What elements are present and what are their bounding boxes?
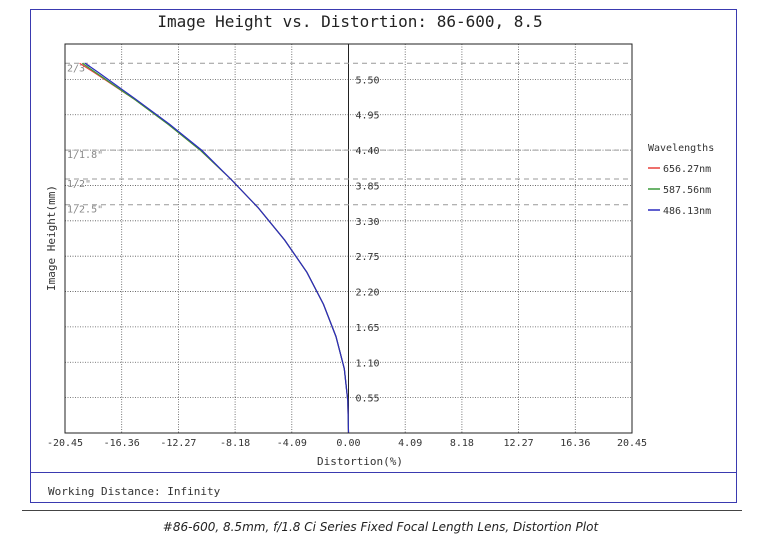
y-axis-label: Image Height(mm) <box>45 185 58 291</box>
x-tick-label: 20.45 <box>617 438 647 449</box>
y-tick-label: 3.30 <box>356 217 380 228</box>
legend-label: 486.13nm <box>663 206 711 217</box>
sensor-size-label: 1/2" <box>67 179 91 190</box>
working-distance: Working Distance: Infinity <box>48 485 221 498</box>
series-line-486.13nm <box>84 62 350 434</box>
legend-label: 587.56nm <box>663 185 711 196</box>
y-tick-label: 2.75 <box>356 252 380 263</box>
y-tick-label: 3.85 <box>356 181 380 192</box>
x-tick-label: -12.27 <box>160 438 196 449</box>
y-tick-label: 1.10 <box>356 358 380 369</box>
chart-frame <box>30 9 737 503</box>
y-tick-label: 2.20 <box>356 288 380 299</box>
plot-area <box>64 43 633 434</box>
x-tick-label: -4.09 <box>277 438 307 449</box>
sensor-size-label: 1/1.8" <box>67 150 103 161</box>
legend-label: 656.27nm <box>663 164 711 175</box>
y-tick-label: 4.95 <box>356 111 380 122</box>
frame-divider <box>30 472 737 473</box>
x-tick-label: 16.36 <box>560 438 590 449</box>
figure-caption: #86-600, 8.5mm, f/1.8 Ci Series Fixed Fo… <box>162 520 599 534</box>
footer-rule <box>22 510 742 511</box>
x-axis-label: Distortion(%) <box>317 455 403 468</box>
x-tick-label: 8.18 <box>450 438 474 449</box>
y-tick-label: 4.40 <box>356 146 380 157</box>
x-tick-label: 4.09 <box>398 438 422 449</box>
x-tick-label: -8.18 <box>220 438 250 449</box>
series-line-587.56nm <box>81 62 350 434</box>
legend-title: Wavelengths <box>648 143 714 154</box>
y-tick-label: 0.55 <box>356 394 380 405</box>
x-tick-label: 12.27 <box>504 438 534 449</box>
sensor-size-label: 1/2.5" <box>67 205 103 216</box>
x-tick-label: 0.00 <box>336 438 360 449</box>
y-tick-label: 5.50 <box>356 75 380 86</box>
sensor-size-label: 2/3" <box>67 63 91 74</box>
x-tick-label: -16.36 <box>104 438 140 449</box>
y-tick-label: 1.65 <box>356 323 380 334</box>
x-tick-label: -20.45 <box>47 438 83 449</box>
series-line-656.27nm <box>79 62 350 434</box>
chart-title: Image Height vs. Distortion: 86-600, 8.5 <box>157 12 542 31</box>
